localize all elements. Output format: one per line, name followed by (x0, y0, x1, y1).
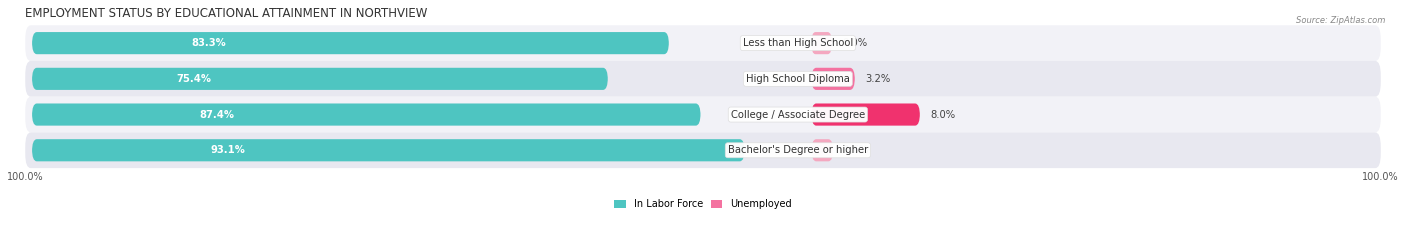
Text: Bachelor's Degree or higher: Bachelor's Degree or higher (728, 145, 868, 155)
FancyBboxPatch shape (811, 68, 855, 90)
Text: 93.1%: 93.1% (209, 145, 245, 155)
FancyBboxPatch shape (25, 61, 1381, 97)
Legend: In Labor Force, Unemployed: In Labor Force, Unemployed (610, 195, 796, 213)
Text: High School Diploma: High School Diploma (747, 74, 849, 84)
Text: 3.2%: 3.2% (866, 74, 891, 84)
FancyBboxPatch shape (811, 32, 832, 54)
FancyBboxPatch shape (25, 25, 1381, 61)
FancyBboxPatch shape (811, 139, 834, 161)
Text: 87.4%: 87.4% (200, 110, 235, 120)
Text: 83.3%: 83.3% (191, 38, 226, 48)
FancyBboxPatch shape (25, 97, 1381, 132)
FancyBboxPatch shape (25, 132, 1381, 168)
Text: Less than High School: Less than High School (742, 38, 853, 48)
Text: 0.0%: 0.0% (842, 38, 868, 48)
Text: 75.4%: 75.4% (176, 74, 211, 84)
FancyBboxPatch shape (32, 103, 700, 126)
FancyBboxPatch shape (32, 32, 669, 54)
FancyBboxPatch shape (32, 139, 745, 161)
FancyBboxPatch shape (32, 68, 607, 90)
Text: College / Associate Degree: College / Associate Degree (731, 110, 865, 120)
Text: 1.6%: 1.6% (844, 145, 869, 155)
FancyBboxPatch shape (811, 103, 920, 126)
Text: Source: ZipAtlas.com: Source: ZipAtlas.com (1295, 16, 1385, 25)
Text: EMPLOYMENT STATUS BY EDUCATIONAL ATTAINMENT IN NORTHVIEW: EMPLOYMENT STATUS BY EDUCATIONAL ATTAINM… (25, 7, 427, 20)
Text: 8.0%: 8.0% (931, 110, 956, 120)
